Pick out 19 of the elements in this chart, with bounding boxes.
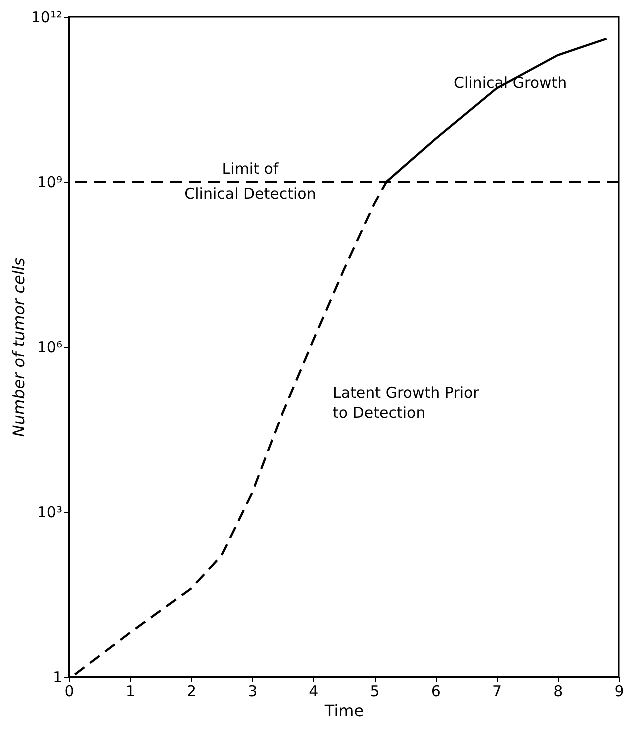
x-tick-label: 3 — [248, 682, 258, 700]
y-tick-label: 10⁹ — [37, 174, 62, 192]
y-tick-label: 10¹² — [31, 8, 62, 26]
y-axis-title: Number of tumor cells — [9, 258, 28, 438]
x-tick-label: 7 — [492, 682, 502, 700]
x-tick-label: 6 — [431, 682, 441, 700]
x-tick-label: 8 — [554, 682, 564, 700]
annotation: Latent Growth Prior to Detection — [333, 384, 480, 422]
x-tick-label: 2 — [186, 682, 196, 700]
y-tick-label: 10³ — [37, 504, 62, 522]
x-tick-label: 0 — [64, 682, 74, 700]
y-tick-label: 10⁶ — [37, 338, 62, 356]
x-tick-label: 4 — [309, 682, 319, 700]
x-tick-label: 1 — [126, 682, 136, 700]
y-tick-label: 1 — [52, 668, 62, 686]
x-tick-label: 9 — [614, 682, 624, 700]
x-tick-label: 5 — [370, 682, 380, 700]
ref-line-label: Limit of Clinical Detection — [184, 160, 316, 203]
x-axis-title: Time — [324, 702, 364, 720]
